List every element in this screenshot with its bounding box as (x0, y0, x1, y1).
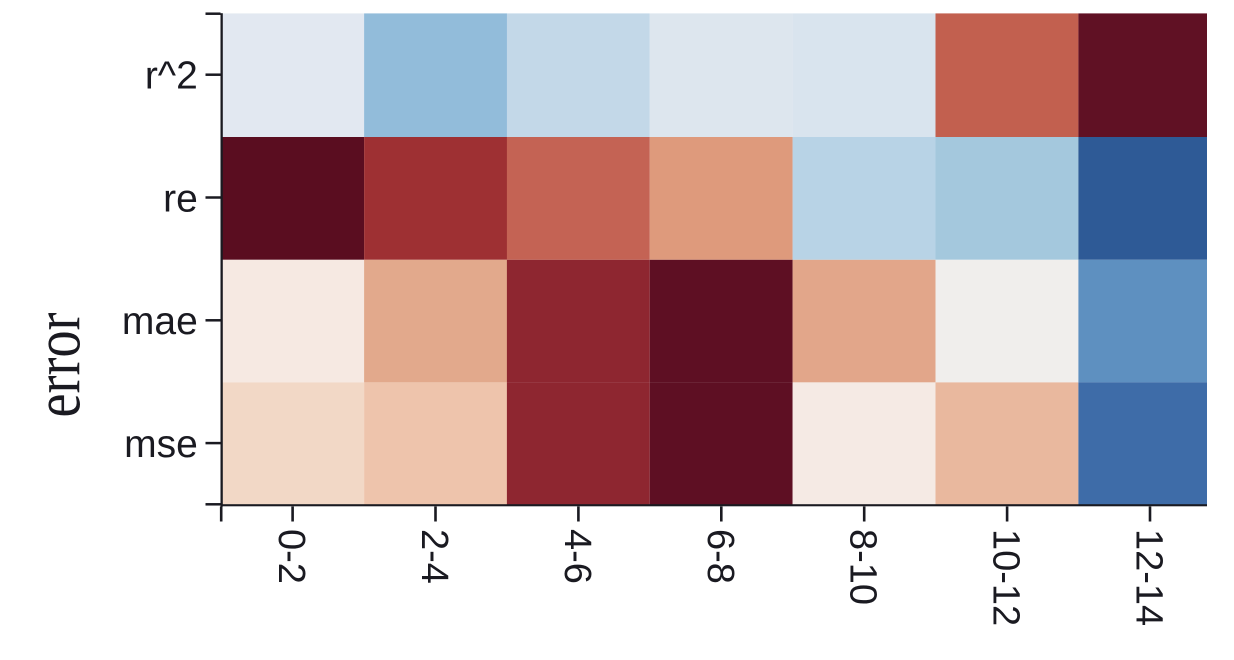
svg-text:mse: mse (124, 423, 198, 466)
svg-text:0-2: 0-2 (270, 529, 312, 584)
svg-text:2-4: 2-4 (413, 529, 455, 584)
svg-text:10-12: 10-12 (985, 529, 1027, 626)
svg-text:4-6: 4-6 (556, 529, 598, 584)
svg-text:6-8: 6-8 (699, 529, 741, 584)
svg-text:error: error (22, 313, 94, 418)
svg-text:12-14: 12-14 (1128, 529, 1170, 626)
svg-text:mae: mae (122, 300, 198, 343)
svg-text:r^2: r^2 (145, 55, 198, 98)
svg-text:re: re (163, 177, 198, 220)
svg-text:8-10: 8-10 (842, 529, 884, 605)
